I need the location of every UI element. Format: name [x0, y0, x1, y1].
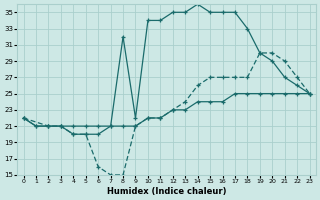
- X-axis label: Humidex (Indice chaleur): Humidex (Indice chaleur): [107, 187, 226, 196]
